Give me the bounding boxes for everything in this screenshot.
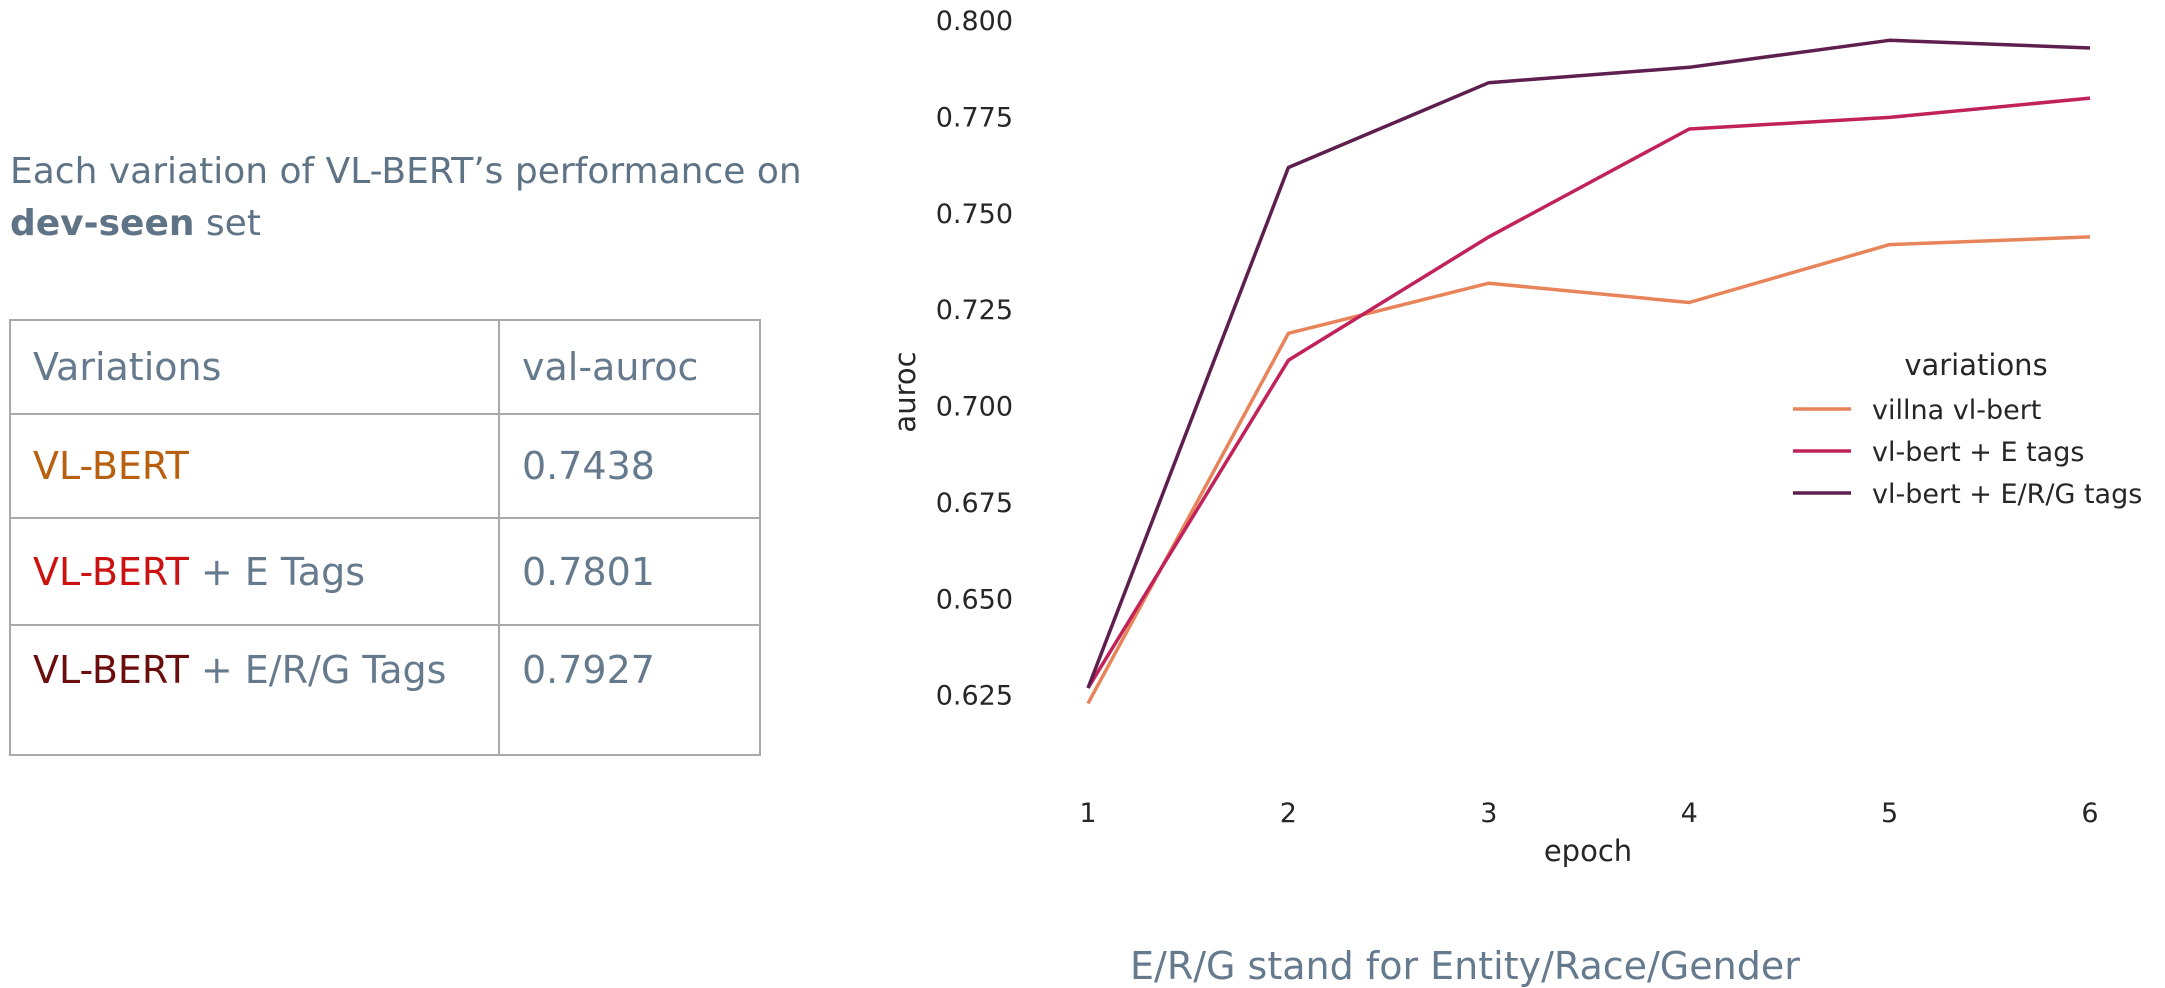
table-header-row: Variations val-auroc — [9, 319, 761, 415]
y-tick-label: 0.650 — [936, 584, 1013, 615]
header-val-auroc: val-auroc — [498, 319, 761, 415]
model-name: VL-BERT — [33, 444, 189, 488]
y-axis-label: auroc — [888, 351, 922, 432]
x-tick-label: 1 — [1079, 798, 1096, 829]
caption-line1: Each variation of VL-BERT’s performance … — [10, 151, 802, 192]
y-tick-label: 0.775 — [936, 102, 1013, 133]
y-tick-label: 0.675 — [936, 488, 1013, 519]
series-line — [1086, 96, 2091, 689]
legend-label: vl-bert + E/R/G tags — [1872, 479, 2142, 510]
series-line — [1086, 38, 2091, 689]
legend-label: vl-bert + E tags — [1872, 437, 2084, 468]
x-tick-label: 6 — [2081, 798, 2098, 829]
series-line — [1086, 235, 2091, 705]
table-row: VL-BERT 0.7438 — [9, 413, 761, 519]
model-name: VL-BERT — [33, 549, 189, 594]
y-tick-label: 0.700 — [936, 392, 1013, 423]
variation-cell: VL-BERT + E/R/G Tags — [9, 624, 500, 756]
y-tick-label: 0.800 — [936, 6, 1013, 37]
legend-label: villna vl-bert — [1872, 395, 2041, 426]
variation-cell: VL-BERT + E Tags — [9, 517, 500, 626]
model-suffix: + E/R/G Tags — [188, 648, 447, 692]
x-tick-label: 2 — [1280, 798, 1297, 829]
auroc-value: 0.7438 — [498, 413, 761, 519]
header-variations: Variations — [9, 319, 500, 415]
table-row: VL-BERT + E/R/G Tags 0.7927 — [9, 624, 761, 756]
y-tick-label: 0.750 — [936, 199, 1013, 230]
variation-cell: VL-BERT — [9, 413, 500, 519]
x-tick-label: 4 — [1681, 798, 1698, 829]
chart-caption: Each variation of VL-BERT’s performance … — [10, 146, 870, 250]
model-name: VL-BERT — [33, 648, 189, 692]
legend-title: variations — [1904, 348, 2047, 382]
y-tick-label: 0.625 — [936, 681, 1013, 712]
y-tick-label: 0.725 — [936, 295, 1013, 326]
model-suffix: + E Tags — [188, 549, 366, 594]
auroc-value: 0.7927 — [498, 624, 761, 756]
x-axis-label: epoch — [1544, 834, 1632, 868]
caption-rest: set — [194, 203, 261, 244]
x-tick-label: 5 — [1881, 798, 1898, 829]
table-row: VL-BERT + E Tags 0.7801 — [9, 517, 761, 626]
x-tick-label: 3 — [1480, 798, 1497, 829]
auroc-value: 0.7801 — [498, 517, 761, 626]
caption-bold: dev-seen — [10, 203, 195, 244]
footnote: E/R/G stand for Entity/Race/Gender — [1130, 944, 1800, 988]
results-table: Variations val-auroc VL-BERT 0.7438 VL-B… — [9, 319, 761, 756]
